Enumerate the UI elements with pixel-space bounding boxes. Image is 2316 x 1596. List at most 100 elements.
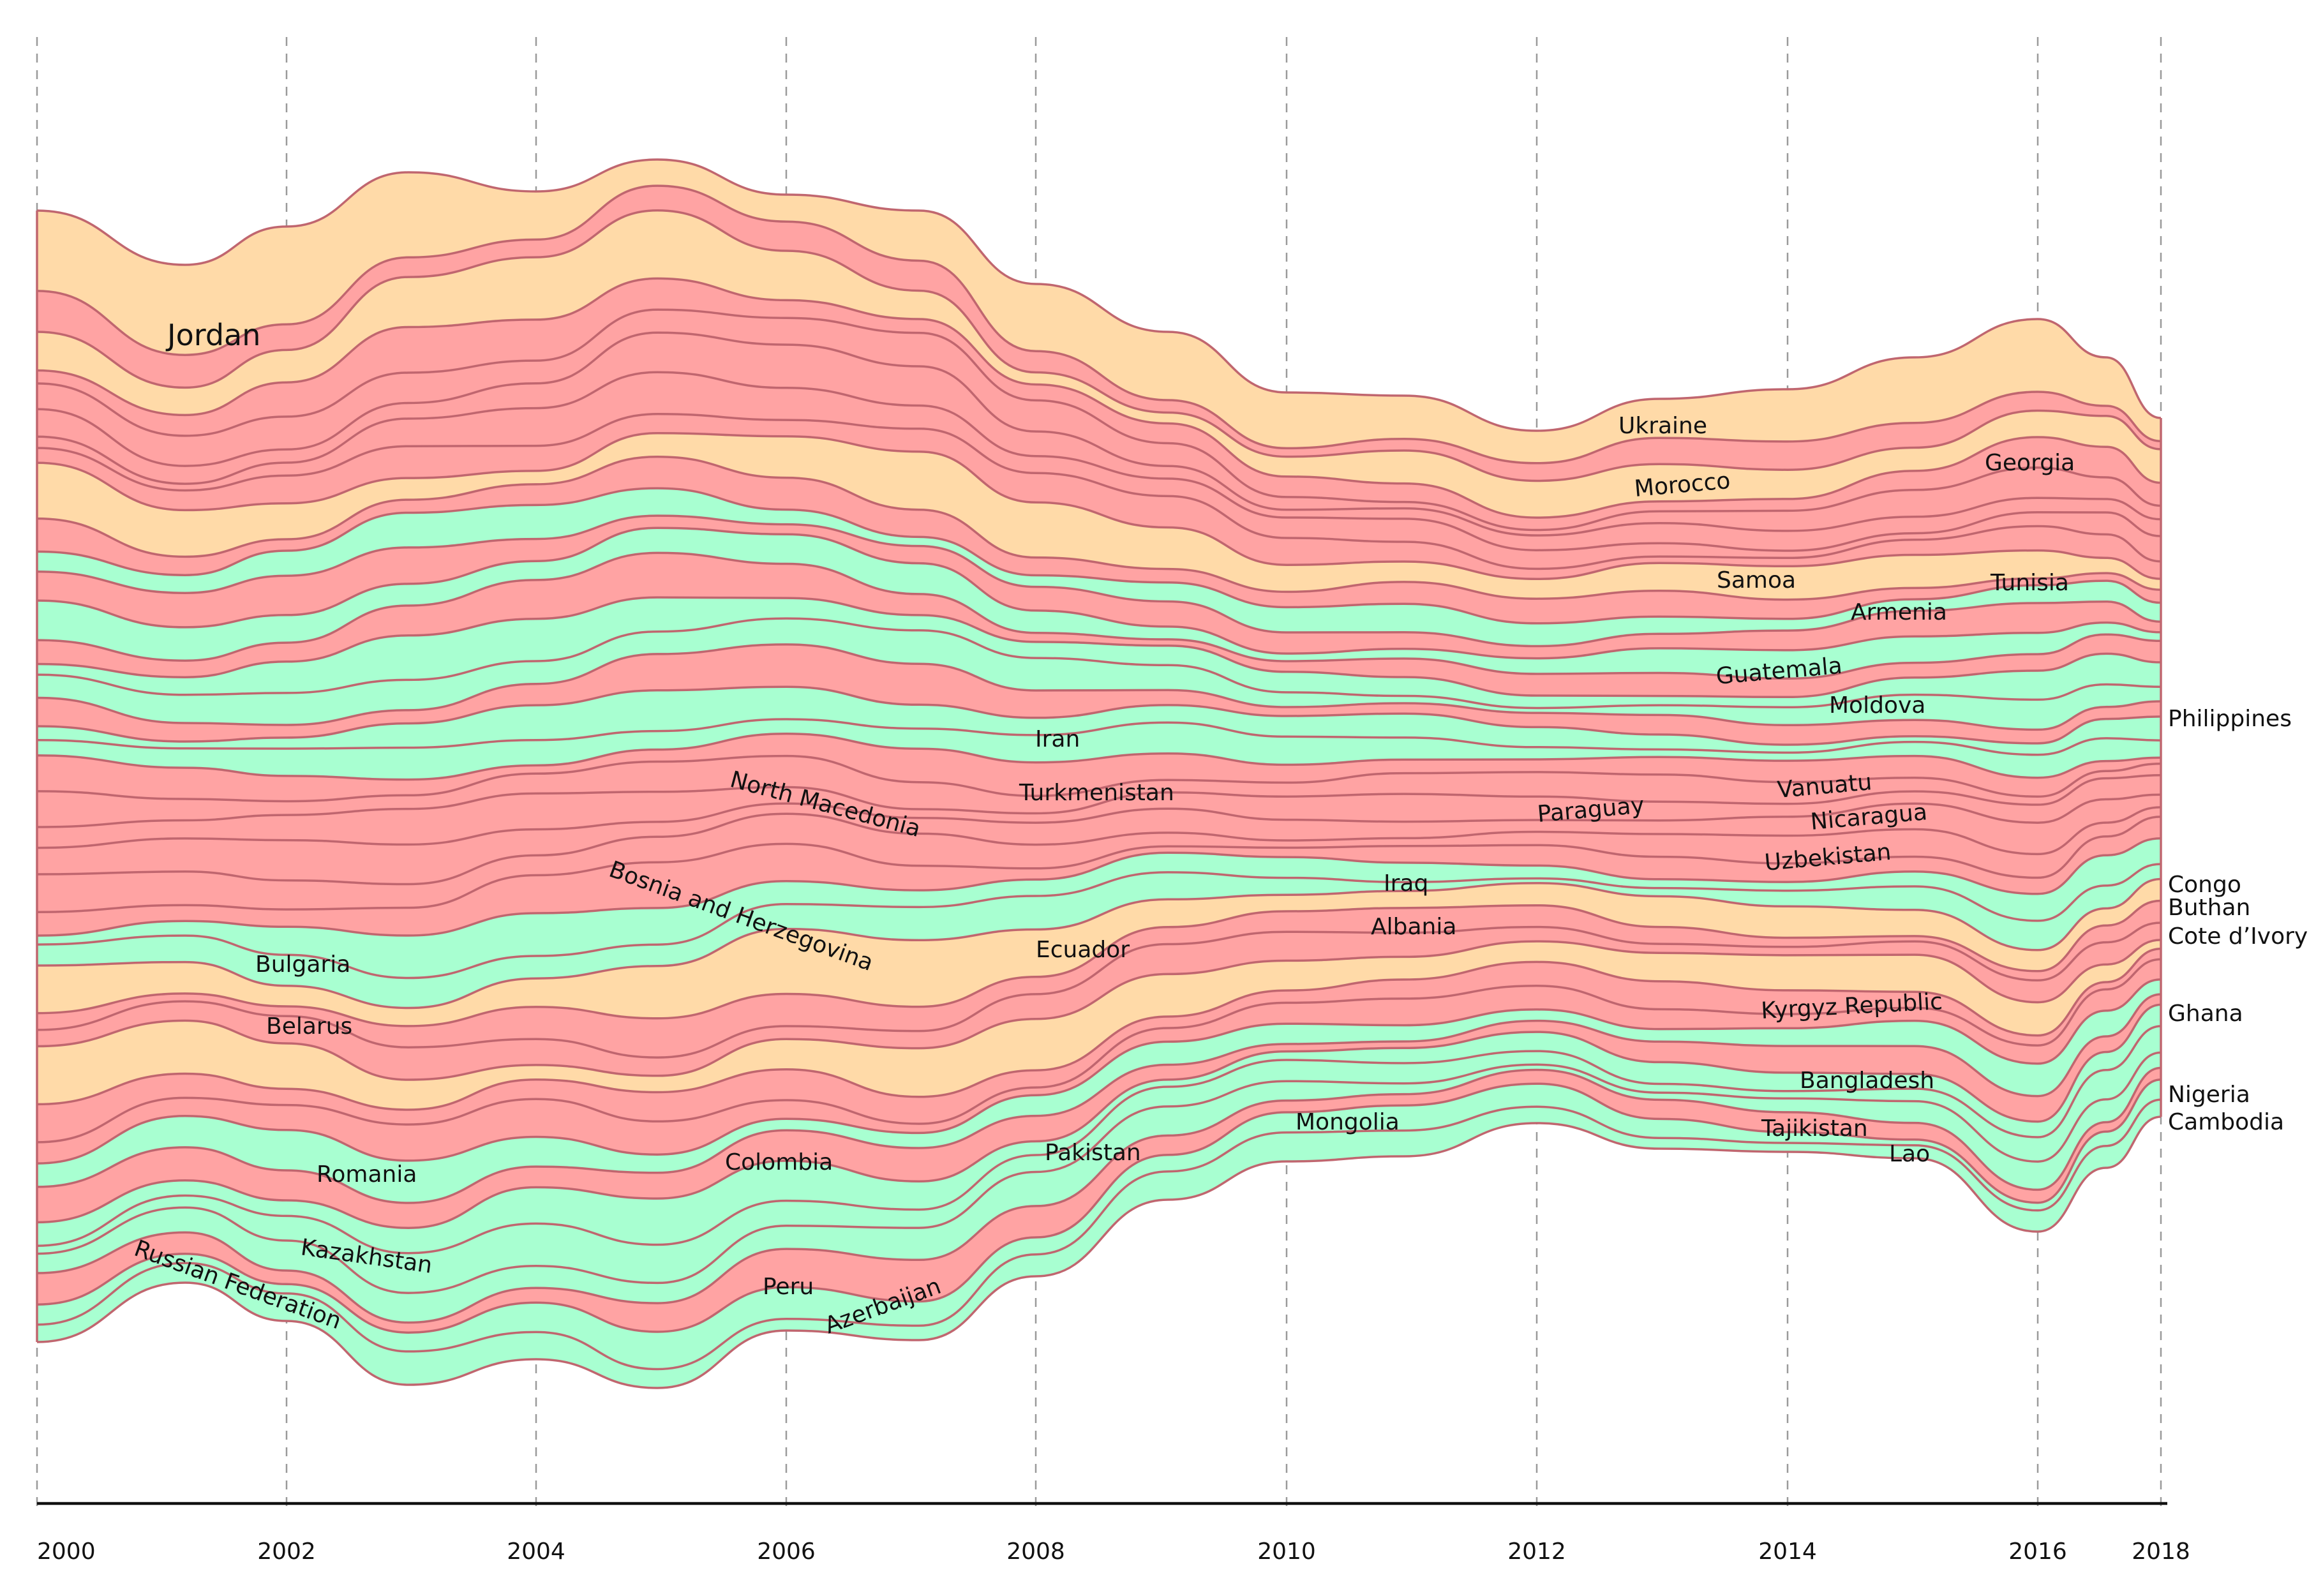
x-tick-label-2004: 2004 <box>507 1539 565 1565</box>
band-tajikistan <box>37 900 2161 1058</box>
band-iran <box>37 516 2161 659</box>
series-label-moldova: Moldova <box>1829 692 1925 719</box>
band-north-macedonia <box>37 372 2161 569</box>
band-boundary-40 <box>36 1098 2162 1371</box>
series-label-bulgaria: Bulgaria <box>255 951 350 978</box>
band-boundary-18 <box>36 718 2162 756</box>
series-label-colombia: Colombia <box>725 1149 833 1175</box>
series-label-ecuador: Ecuador <box>1036 937 1130 963</box>
band-boundary-35 <box>36 1003 2162 1229</box>
band-boundary-19 <box>36 732 2162 781</box>
series-label-pakistan: Pakistan <box>1045 1140 1141 1166</box>
band-tunisia <box>37 948 2161 1142</box>
series-label-samoa: Samoa <box>1717 567 1796 593</box>
series-label-mongolia: Mongolia <box>1296 1109 1400 1135</box>
series-label-cambodia: Cambodia <box>2168 1109 2284 1135</box>
band-boundary-21 <box>36 773 2162 828</box>
band-belarus <box>37 210 2161 518</box>
series-label-turkmenistan: Turkmenistan <box>1019 780 1174 806</box>
band-bangladesh <box>37 879 2161 1026</box>
band-vanuatu <box>37 807 2161 913</box>
band-morocco <box>37 733 2161 802</box>
x-axis-ticks: 2000 2002 2004 2006 2008 2010 2012 2014 2016 2018 <box>37 1539 2190 1565</box>
series-label-romania: Romania <box>317 1161 417 1188</box>
series-label-buthan: Buthan <box>2168 895 2250 921</box>
band-boundary-13 <box>36 551 2162 680</box>
band-bosnia-and-herzegovina <box>37 414 2161 579</box>
band-boundary-32 <box>36 958 2162 1144</box>
band-boundary-22 <box>36 793 2162 849</box>
series-label-congo: Congo <box>2168 872 2241 898</box>
band-boundary-37 <box>36 1051 2162 1294</box>
band-boundary-10 <box>36 487 2162 625</box>
x-tick-label-2008: 2008 <box>1006 1539 1065 1565</box>
band-boundary-8 <box>36 431 2162 581</box>
band-boundary-24 <box>36 816 2162 913</box>
band-boundary-41 <box>36 1115 2162 1389</box>
band-nicaragua <box>37 816 2161 936</box>
series-label-iraq: Iraq <box>1384 870 1428 897</box>
series-label-nigeria: Nigeria <box>2168 1082 2250 1108</box>
band-boundary-11 <box>36 514 2162 648</box>
stream-boundaries <box>36 158 2162 1389</box>
x-tick-label-2012: 2012 <box>1507 1539 1566 1565</box>
band-boundary-34 <box>36 993 2162 1204</box>
band-boundary-28 <box>36 899 2162 1027</box>
band-ecuador <box>37 553 2161 697</box>
band-boundary-3 <box>36 277 2162 519</box>
band-boundary-12 <box>36 526 2162 660</box>
series-label-albania: Albania <box>1371 914 1456 940</box>
band-boundary-26 <box>36 863 2162 980</box>
stream-bands <box>37 160 2161 1388</box>
x-tick-label-2018: 2018 <box>2132 1539 2190 1565</box>
band-jordan <box>37 160 2161 463</box>
band-paraguay <box>37 756 2161 827</box>
band-boundary-7 <box>36 413 2162 571</box>
band-boundary-29 <box>36 921 2162 1059</box>
band-boundary-1 <box>36 184 2162 465</box>
band-kazakhstan <box>37 310 2161 535</box>
band-colombia <box>37 433 2161 600</box>
band-boundary-38 <box>36 1066 2162 1324</box>
band-boundary-30 <box>36 939 2162 1081</box>
band-boundary-17 <box>36 685 2162 746</box>
band-boundary-31 <box>36 948 2162 1111</box>
band-philippines <box>37 994 2161 1228</box>
series-label-georgia: Georgia <box>1985 450 2075 476</box>
band-iraq <box>37 644 2161 745</box>
band-russian-federation <box>37 332 2161 551</box>
x-tick-label-2010: 2010 <box>1257 1539 1316 1565</box>
series-label-lao: Lao <box>1889 1141 1930 1167</box>
series-label-peru: Peru <box>763 1274 814 1300</box>
band-turkmenistan <box>37 528 2161 679</box>
series-label-ukraine: Ukraine <box>1618 413 1707 439</box>
band-boundary-5 <box>36 331 2162 537</box>
x-tick-label-2000: 2000 <box>37 1539 96 1565</box>
series-label-tajikistan: Tajikistan <box>1761 1115 1868 1142</box>
series-label-tunisia: Tunisia <box>1990 570 2069 596</box>
x-tick-label-2006: 2006 <box>757 1539 816 1565</box>
band-peru <box>37 456 2161 623</box>
band-congo <box>37 1004 2161 1253</box>
band-boundary-4 <box>36 308 2162 532</box>
band-boundary-9 <box>36 455 2162 601</box>
series-label-cote-d-ivory: Cote d’Ivory <box>2168 923 2308 950</box>
band-boundary-36 <box>36 1025 2162 1255</box>
series-label-philippines: Philippines <box>2168 706 2292 732</box>
band-pakistan <box>37 597 2161 708</box>
x-tick-label-2014: 2014 <box>1758 1539 1817 1565</box>
band-ukraine <box>37 719 2161 780</box>
series-label-belarus: Belarus <box>266 1013 352 1040</box>
band-romania <box>37 278 2161 530</box>
band-boundary-0 <box>36 158 2162 432</box>
series-label-iran: Iran <box>1035 726 1080 752</box>
band-boundary-39 <box>36 1078 2162 1334</box>
band-azerbaijan <box>37 488 2161 646</box>
band-boundary-25 <box>36 837 2162 937</box>
series-label-ghana: Ghana <box>2168 1001 2243 1027</box>
band-boundary-2 <box>36 209 2162 482</box>
band-kyrgyz-republic <box>37 864 2161 1008</box>
series-label-armenia: Armenia <box>1851 599 1947 625</box>
band-boundary-23 <box>36 806 2162 886</box>
